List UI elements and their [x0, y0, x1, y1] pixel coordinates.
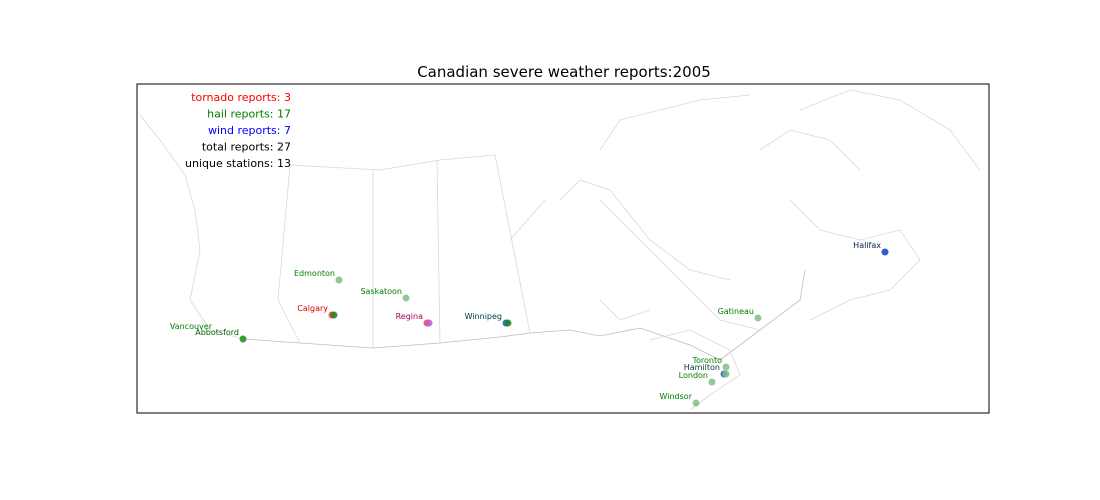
station-label: Winnipeg — [465, 312, 502, 321]
station-dot — [330, 311, 338, 319]
map-title: Canadian severe weather reports:2005 — [417, 63, 711, 81]
summary-line: tornado reports: 3 — [191, 91, 291, 104]
station-label: Abbotsford — [195, 328, 239, 337]
station-dot — [335, 276, 343, 284]
station-label: Gatineau — [718, 307, 754, 316]
station-label: Regina — [396, 312, 423, 321]
station-dot — [722, 363, 730, 371]
station-dot — [722, 370, 730, 378]
station-label: Toronto — [691, 356, 722, 365]
station-dot — [692, 399, 700, 407]
station-label: Windsor — [660, 392, 693, 401]
station-label: Saskatoon — [360, 287, 402, 296]
station-dot — [504, 319, 512, 327]
station-label: Halifax — [853, 241, 881, 250]
province-borders — [277, 154, 761, 348]
summary-line: total reports: 27 — [202, 141, 291, 154]
station-dot — [239, 335, 247, 343]
station-dot — [402, 294, 410, 302]
station-label: Edmonton — [294, 269, 335, 278]
station-label: Hamilton — [684, 363, 720, 372]
coastlines — [289, 94, 921, 321]
map-frame — [136, 83, 990, 414]
border — [242, 269, 806, 361]
station-dot — [708, 378, 716, 386]
summary-line: wind reports: 7 — [208, 124, 291, 137]
station-dot — [881, 248, 889, 256]
station-dot — [754, 314, 762, 322]
arctic-islands — [759, 89, 981, 171]
station-label: London — [679, 371, 708, 380]
station-label: Calgary — [297, 304, 328, 313]
station-label: Vancouver — [170, 322, 213, 331]
summary-line: hail reports: 17 — [207, 108, 291, 121]
summary-line: unique stations: 13 — [185, 157, 291, 170]
lakes — [599, 299, 741, 411]
station-dot — [425, 319, 433, 327]
west-coast — [139, 114, 244, 340]
basemap — [139, 89, 981, 411]
